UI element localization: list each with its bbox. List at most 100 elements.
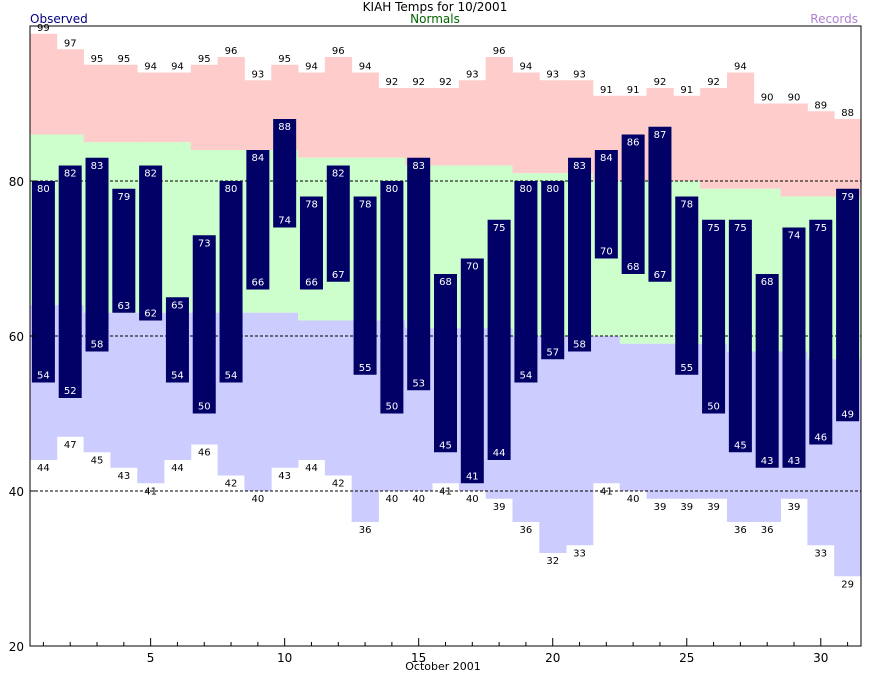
observed-low-label: 44 [493,448,506,459]
observed-bar [594,150,618,259]
observed-bar [487,219,511,460]
record-high-label: 95 [91,54,104,65]
record-high-label: 94 [359,62,372,73]
record-low-label: 44 [37,463,50,474]
y-tick-label: 20 [9,640,24,654]
observed-low-label: 54 [225,371,238,382]
record-high-band [324,57,353,158]
record-high-band [110,64,138,143]
record-high-label: 90 [761,93,774,104]
observed-bar [702,219,726,414]
observed-low-label: 53 [412,378,425,389]
observed-high-label: 68 [761,277,774,288]
y-tick-label: 80 [9,175,24,189]
record-low-label: 33 [814,548,827,559]
observed-bar [407,157,431,391]
x-tick-label: 10 [277,651,292,665]
record-low-band [619,343,647,491]
record-low-label: 39 [654,502,667,513]
record-high-label: 95 [117,54,130,65]
record-low-label: 47 [64,440,77,451]
observed-high-label: 80 [37,184,50,195]
observed-low-label: 67 [654,270,667,281]
record-high-label: 94 [520,62,533,73]
observed-low-label: 55 [680,363,693,374]
observed-high-label: 74 [788,231,801,242]
observed-low-label: 43 [761,456,774,467]
observed-bar [85,157,109,352]
observed-high-label: 78 [680,200,693,211]
record-low-label: 40 [386,494,399,505]
x-tick-label: 20 [545,651,560,665]
record-high-label: 92 [412,77,425,88]
x-tick-label: 25 [679,651,694,665]
record-low-label: 36 [761,525,774,536]
observed-high-label: 75 [814,223,827,234]
observed-high-label: 87 [654,130,667,141]
observed-low-label: 50 [707,402,720,413]
observed-bar [809,219,833,445]
observed-low-label: 54 [171,371,184,382]
observed-high-label: 83 [573,161,586,172]
record-low-band [539,336,567,553]
record-low-band [110,312,138,468]
observed-low-label: 54 [37,371,50,382]
record-low-band [566,336,594,546]
observed-bar [246,150,270,290]
record-low-label: 36 [734,525,747,536]
record-high-label: 89 [814,100,827,111]
observed-high-label: 75 [707,223,720,234]
record-high-label: 97 [64,38,77,49]
observed-low-label: 49 [841,409,854,420]
observed-low-label: 70 [600,247,613,258]
observed-high-label: 80 [546,184,559,195]
observed-bar [299,196,323,290]
observed-high-label: 84 [600,153,613,164]
record-high-band [539,80,567,174]
record-high-label: 99 [37,23,50,34]
record-high-label: 94 [305,62,318,73]
observed-low-label: 45 [439,440,452,451]
observed-low-label: 50 [198,402,211,413]
record-low-label: 41 [144,486,157,497]
observed-high-label: 84 [251,153,264,164]
record-low-band [592,336,621,484]
observed-low-label: 55 [359,363,372,374]
record-high-band [164,72,192,143]
record-high-band [700,88,728,189]
record-low-label: 46 [198,448,211,459]
record-low-label: 39 [493,502,506,513]
record-high-band [83,64,111,143]
observed-high-label: 70 [466,262,479,273]
record-high-label: 95 [198,54,211,65]
record-low-label: 45 [91,455,104,466]
observed-low-label: 74 [278,216,291,227]
observed-bar [31,181,55,383]
record-high-band [56,49,85,135]
record-high-label: 91 [680,85,693,96]
observed-bar [273,119,297,228]
observed-high-label: 82 [144,169,157,180]
x-axis-label: October 2001 [405,660,481,673]
record-low-band [137,312,165,484]
observed-low-label: 63 [117,301,130,312]
normal-band [164,142,192,313]
observed-low-label: 57 [546,347,559,358]
record-high-label: 93 [251,69,264,80]
observed-bar [541,181,565,360]
observed-high-label: 80 [225,184,238,195]
observed-bar [836,188,860,422]
observed-high-label: 68 [439,277,452,288]
record-high-band [190,64,219,150]
observed-low-label: 68 [627,262,640,273]
record-high-label: 92 [654,77,667,88]
observed-low-label: 45 [734,440,747,451]
x-tick-label: 15 [411,651,426,665]
record-low-band [271,312,299,468]
record-high-band [30,33,58,135]
observed-bar [434,274,457,453]
record-high-label: 93 [466,69,479,80]
y-tick-label: 60 [9,330,24,344]
record-high-label: 92 [439,77,452,88]
record-low-label: 39 [707,502,720,513]
